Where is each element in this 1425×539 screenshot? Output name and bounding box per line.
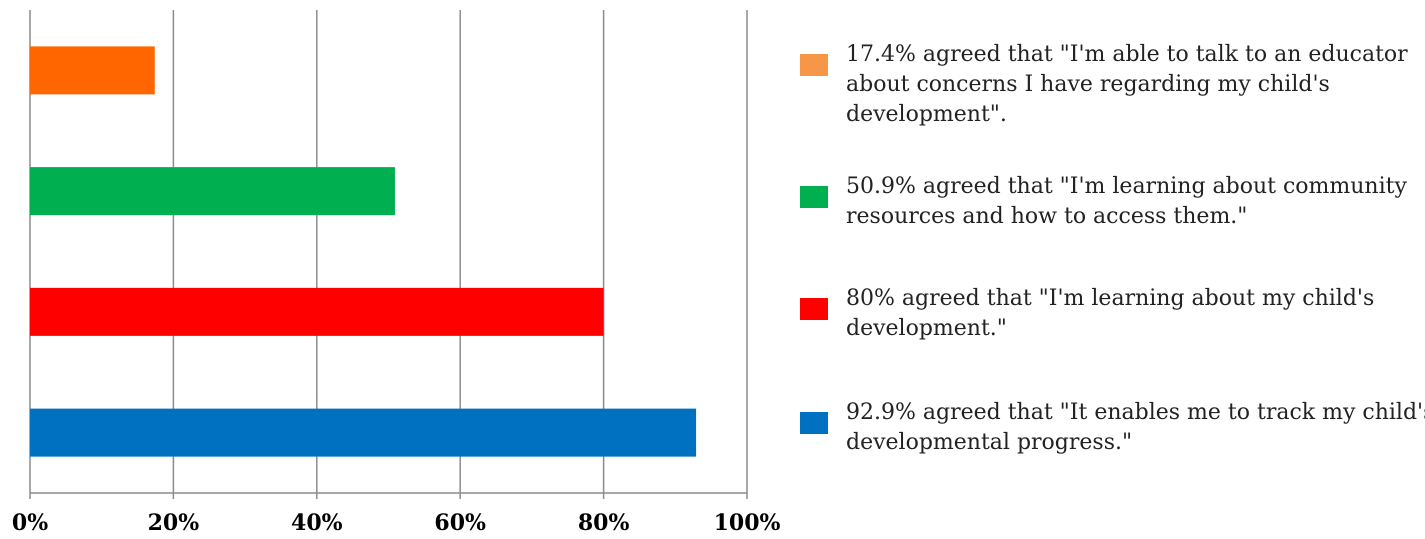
legend-item-4: 92.9% agreed that "It enables me to trac… xyxy=(800,398,1425,458)
legend-item-2: 50.9% agreed that "I'm learning about co… xyxy=(800,172,1425,232)
bar-1 xyxy=(30,46,155,95)
bar-2 xyxy=(30,167,395,216)
x-tick-label: 20% xyxy=(148,510,200,536)
legend-label-3: 80% agreed that "I'm learning about my c… xyxy=(846,286,1382,341)
legend-item-1: 17.4% agreed that "I'm able to talk to a… xyxy=(800,40,1425,130)
x-tick-label: 100% xyxy=(714,510,781,536)
legend-item-3: 80% agreed that "I'm learning about my c… xyxy=(800,284,1425,344)
x-tick-labels: 0% 20% 40% 60% 80% 100% xyxy=(12,510,781,536)
legend-label-2: 50.9% agreed that "I'm learning about co… xyxy=(846,174,1421,229)
bar-3 xyxy=(30,287,604,336)
x-tick-label: 60% xyxy=(434,510,486,536)
legend-swatch-2 xyxy=(800,186,828,208)
legend-label-4: 92.9% agreed that "It enables me to trac… xyxy=(846,400,1425,455)
legend-swatch-3 xyxy=(800,298,828,320)
x-tick-label: 0% xyxy=(12,510,48,536)
bar-4 xyxy=(30,408,697,457)
x-tick-label: 80% xyxy=(578,510,630,536)
bars xyxy=(30,46,697,457)
gridlines xyxy=(29,10,748,499)
legend-label-1: 17.4% agreed that "I'm able to talk to a… xyxy=(846,42,1415,127)
x-tick-label: 40% xyxy=(291,510,343,536)
bar-chart: 0% 20% 40% 60% 80% 100% xyxy=(12,10,781,536)
legend-swatch-1 xyxy=(800,54,828,76)
legend-swatch-4 xyxy=(800,412,828,434)
